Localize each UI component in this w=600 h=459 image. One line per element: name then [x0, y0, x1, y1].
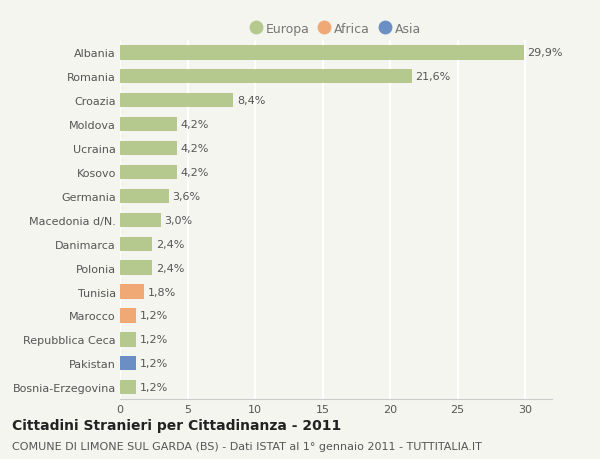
Text: COMUNE DI LIMONE SUL GARDA (BS) - Dati ISTAT al 1° gennaio 2011 - TUTTITALIA.IT: COMUNE DI LIMONE SUL GARDA (BS) - Dati I… [12, 441, 482, 451]
Bar [120, 213, 161, 228]
Bar [120, 165, 176, 180]
Bar [120, 94, 233, 108]
Text: 1,8%: 1,8% [148, 287, 176, 297]
Text: 1,2%: 1,2% [140, 382, 168, 392]
Text: 21,6%: 21,6% [415, 72, 450, 82]
Text: 1,2%: 1,2% [140, 335, 168, 345]
Text: 4,2%: 4,2% [180, 168, 208, 178]
Bar [120, 332, 136, 347]
Bar [120, 189, 169, 204]
Text: 1,2%: 1,2% [140, 358, 168, 369]
Bar [120, 141, 176, 156]
Bar [120, 261, 152, 275]
Text: 2,4%: 2,4% [156, 239, 184, 249]
Legend: Europa, Africa, Asia: Europa, Africa, Asia [247, 19, 425, 39]
Bar [120, 380, 136, 395]
Text: 4,2%: 4,2% [180, 144, 208, 154]
Bar [120, 285, 145, 299]
Bar [120, 308, 136, 323]
Text: 1,2%: 1,2% [140, 311, 168, 321]
Text: 3,0%: 3,0% [164, 215, 192, 225]
Text: 29,9%: 29,9% [527, 48, 563, 58]
Bar [120, 118, 176, 132]
Bar [120, 46, 524, 61]
Text: 2,4%: 2,4% [156, 263, 184, 273]
Text: 4,2%: 4,2% [180, 120, 208, 130]
Bar [120, 70, 412, 84]
Bar [120, 237, 152, 252]
Text: Cittadini Stranieri per Cittadinanza - 2011: Cittadini Stranieri per Cittadinanza - 2… [12, 418, 341, 431]
Text: 3,6%: 3,6% [172, 191, 200, 202]
Text: 8,4%: 8,4% [237, 96, 265, 106]
Bar [120, 356, 136, 371]
